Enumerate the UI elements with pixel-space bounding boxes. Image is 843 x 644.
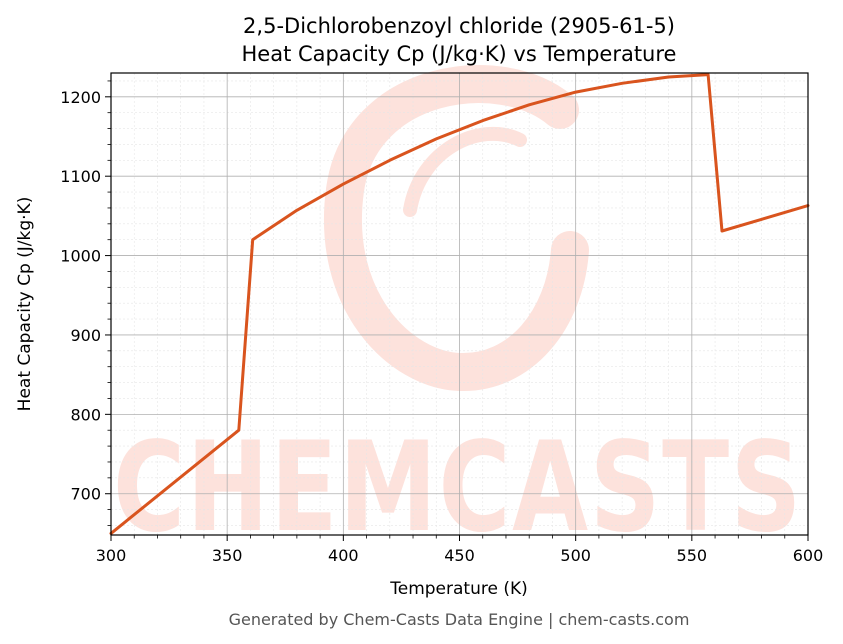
y-tick-label: 1100	[60, 167, 101, 186]
x-tick-label: 300	[96, 546, 127, 565]
chart-title-line2: Heat Capacity Cp (J/kg·K) vs Temperature	[242, 42, 677, 66]
watermark-text: CHEMCASTS	[113, 416, 803, 560]
y-tick-label: 700	[70, 485, 101, 504]
x-tick-label: 600	[793, 546, 824, 565]
x-tick-label: 500	[560, 546, 591, 565]
x-tick-label: 350	[212, 546, 243, 565]
watermark: CHEMCASTS	[113, 65, 803, 560]
chart-title-line1: 2,5-Dichlorobenzoyl chloride (2905-61-5)	[243, 14, 675, 38]
y-axis-label: Heat Capacity Cp (J/kg·K)	[15, 197, 35, 412]
x-tick-label: 450	[444, 546, 475, 565]
footer-credit: Generated by Chem-Casts Data Engine | ch…	[229, 610, 690, 629]
x-tick-label: 550	[677, 546, 708, 565]
y-tick-label: 1000	[60, 247, 101, 266]
y-axis: 700 800 900 1000 1100 1200	[60, 80, 111, 526]
x-tick-label: 400	[328, 546, 359, 565]
x-axis-label: Temperature (K)	[389, 579, 528, 599]
y-tick-label: 1200	[60, 88, 101, 107]
y-tick-label: 900	[70, 326, 101, 345]
watermark-logo-icon	[324, 65, 589, 391]
series-line	[109, 73, 810, 535]
x-axis: 300 350 400 450 500 550 600	[96, 535, 824, 565]
y-tick-label: 800	[70, 405, 101, 424]
series-layer	[109, 73, 810, 535]
